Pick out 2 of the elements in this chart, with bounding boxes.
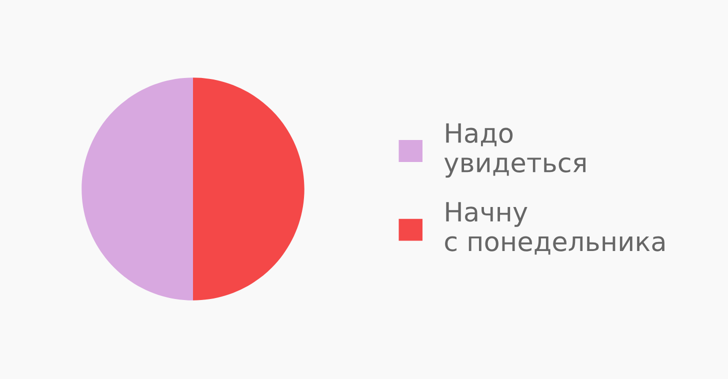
legend-label: Начну с понедельника bbox=[445, 202, 664, 255]
legend-label: Надо увидеться bbox=[444, 123, 586, 178]
